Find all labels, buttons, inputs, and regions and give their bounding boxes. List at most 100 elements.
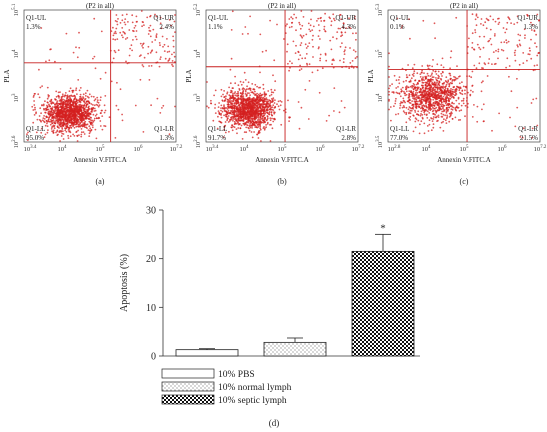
- scatter-point: [428, 95, 431, 97]
- scatter-point: [229, 82, 232, 85]
- scatter-point: [268, 94, 271, 97]
- scatter-point: [431, 76, 434, 79]
- scatter-point: [335, 37, 338, 40]
- scatter-point: [264, 112, 267, 115]
- scatter-point: [401, 106, 404, 109]
- scatter-point: [220, 88, 223, 91]
- scatter-point: [244, 105, 247, 107]
- scatter-point: [317, 17, 320, 20]
- scatter-point: [257, 104, 259, 106]
- scatter-point: [319, 38, 321, 40]
- scatter-point: [121, 19, 124, 22]
- scatter-point: [312, 45, 314, 48]
- scatter-point: [288, 69, 290, 72]
- scatter-point: [95, 103, 98, 106]
- scatter-point: [319, 53, 322, 56]
- scatter-point: [426, 117, 429, 119]
- scatter-point: [59, 140, 61, 142]
- scatter-point: [79, 107, 82, 109]
- scatter-point: [72, 100, 75, 103]
- scatter-point: [425, 98, 428, 101]
- scatter-point: [63, 99, 66, 101]
- scatter-point: [407, 64, 409, 66]
- scatter-point: [76, 56, 79, 59]
- scatter-point: [476, 105, 479, 108]
- scatter-point: [234, 118, 236, 120]
- scatter-point: [64, 127, 66, 130]
- scatter-point: [263, 91, 266, 94]
- scatter-point: [405, 90, 408, 93]
- scatter-point: [461, 89, 464, 92]
- scatter-point: [135, 30, 138, 32]
- scatter-point: [432, 109, 435, 112]
- scatter-point: [427, 74, 430, 77]
- scatter-point: [252, 92, 255, 95]
- scatter-point: [26, 139, 29, 142]
- scatter-point: [323, 19, 326, 22]
- scatter-point: [91, 126, 94, 129]
- scatter-point: [288, 18, 291, 20]
- scatter-point: [473, 104, 475, 106]
- scatter-point: [297, 51, 300, 54]
- scatter-point: [159, 112, 162, 114]
- scatter-point: [40, 112, 42, 115]
- scatter-point: [168, 19, 171, 21]
- scatter-point: [459, 119, 462, 121]
- scatter-point: [119, 22, 122, 24]
- scatter-point: [428, 64, 431, 67]
- scatter-point: [339, 45, 342, 48]
- scatter-point: [426, 95, 429, 98]
- scatter-point: [426, 106, 428, 109]
- scatter-point: [441, 75, 443, 77]
- scatter-point: [437, 116, 440, 118]
- scatter-point: [464, 115, 466, 118]
- scatter-point: [79, 109, 82, 112]
- scatter-point: [536, 54, 539, 57]
- scatter-point: [325, 120, 328, 122]
- y-tick-label: 103: [12, 93, 20, 103]
- scatter-point: [432, 98, 435, 101]
- scatter-point: [395, 87, 398, 89]
- scatter-point: [262, 87, 265, 90]
- scatter-point: [447, 108, 450, 111]
- scatter-point: [427, 105, 430, 108]
- scatter-point: [442, 113, 445, 116]
- scatter-point: [261, 106, 264, 108]
- scatter-point: [90, 107, 93, 110]
- scatter-point: [440, 101, 443, 104]
- scatter-point: [238, 106, 241, 109]
- scatter-point: [441, 70, 444, 73]
- scatter-point: [295, 16, 298, 19]
- scatter-point: [420, 71, 423, 74]
- scatter-point: [434, 70, 437, 73]
- scatter-point: [33, 93, 36, 95]
- scatter-point: [92, 107, 95, 110]
- scatter-point: [408, 90, 411, 92]
- scatter-point: [527, 53, 530, 55]
- scatter-point: [471, 85, 474, 87]
- scatter-point: [344, 31, 347, 34]
- scatter-point: [403, 90, 405, 93]
- scatter-point: [521, 136, 524, 139]
- scatter-point: [46, 125, 49, 128]
- scatter-point: [168, 59, 170, 61]
- scatter-point: [535, 33, 537, 36]
- scatter-point: [247, 117, 250, 120]
- scatter-point: [242, 97, 245, 100]
- scatter-point: [273, 89, 276, 92]
- scatter-point: [531, 127, 534, 130]
- scatter-point: [223, 99, 226, 102]
- scatter-point: [59, 91, 61, 93]
- scatter-point: [444, 98, 447, 101]
- scatter-point: [514, 54, 516, 56]
- scatter-point: [415, 93, 418, 96]
- scatter-point: [248, 103, 250, 106]
- scatter-point: [231, 100, 234, 102]
- y-tick-label: 104: [12, 49, 20, 59]
- scatter-point: [420, 120, 423, 123]
- bar-1: [175, 349, 239, 357]
- scatter-point: [400, 101, 402, 103]
- scatter-point: [72, 51, 75, 54]
- scatter-point: [260, 103, 262, 105]
- x-tick-label: 105: [278, 145, 288, 153]
